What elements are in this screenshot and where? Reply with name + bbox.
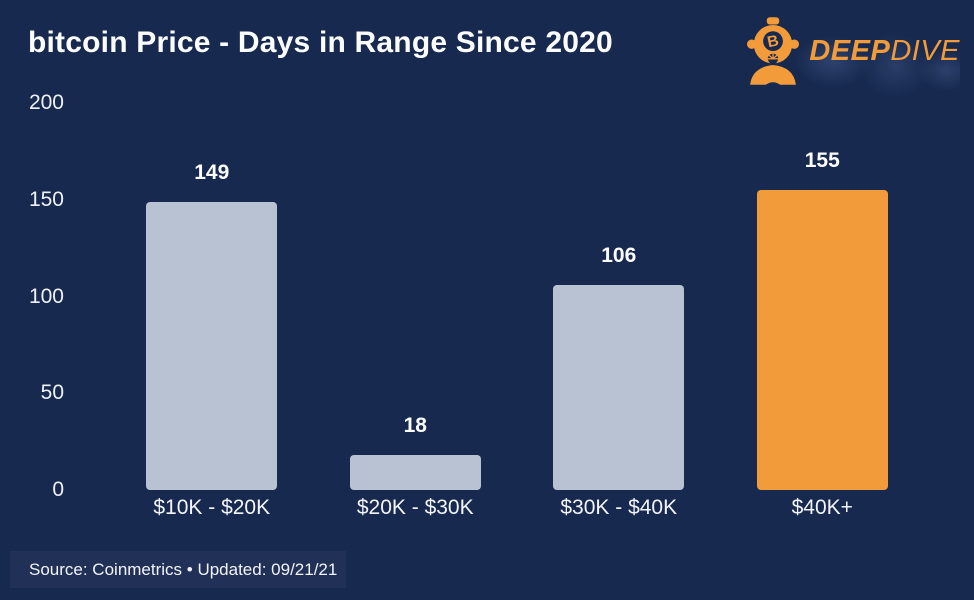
bar-column: 149 bbox=[110, 103, 314, 490]
bar-column: 106 bbox=[517, 103, 721, 490]
x-axis-labels: $10K - $20K $20K - $30K $30K - $40K $40K+ bbox=[110, 497, 924, 519]
brand-dive: DIVE bbox=[890, 34, 960, 67]
brand-wordmark: DEEPDIVE bbox=[809, 35, 960, 68]
page-title: bitcoin Price - Days in Range Since 2020 bbox=[28, 26, 613, 59]
brand-deep: DEEP bbox=[809, 34, 891, 67]
bar-value-label: 149 bbox=[194, 160, 230, 184]
y-tick-label: 200 bbox=[28, 91, 64, 114]
deepdive-logo: B DEEPDIVE bbox=[747, 16, 960, 110]
bar-value-label: 18 bbox=[403, 414, 427, 438]
x-category-label: $10K - $20K bbox=[153, 496, 271, 519]
logo-watermark-pattern bbox=[790, 22, 960, 110]
bitcoin-letter: B bbox=[766, 32, 781, 51]
y-tick-label: 150 bbox=[28, 187, 64, 211]
source-footer: Source: Coinmetrics • Updated: 09/21/21 bbox=[10, 551, 346, 588]
bar-column: 155 bbox=[721, 103, 925, 490]
bar-value-label: 155 bbox=[804, 149, 840, 173]
source-text: Source: Coinmetrics • Updated: 09/21/21 bbox=[29, 559, 338, 579]
y-tick-label: 100 bbox=[28, 284, 64, 308]
bar bbox=[756, 190, 888, 490]
bar bbox=[349, 455, 481, 490]
bar-column: 18 bbox=[314, 103, 518, 490]
bar-value-label: 106 bbox=[601, 243, 637, 267]
bar bbox=[553, 284, 685, 490]
diving-helmet-bitcoin-icon: B bbox=[747, 17, 800, 85]
x-category-label: $40K+ bbox=[791, 496, 853, 519]
bar bbox=[146, 201, 278, 490]
x-category-label: $20K - $30K bbox=[356, 496, 474, 519]
plot-area: 149 18 106 155 bbox=[110, 103, 924, 490]
x-category-label: $30K - $40K bbox=[560, 496, 678, 519]
y-tick-label: 0 bbox=[52, 478, 64, 501]
y-tick-label: 50 bbox=[40, 381, 64, 405]
